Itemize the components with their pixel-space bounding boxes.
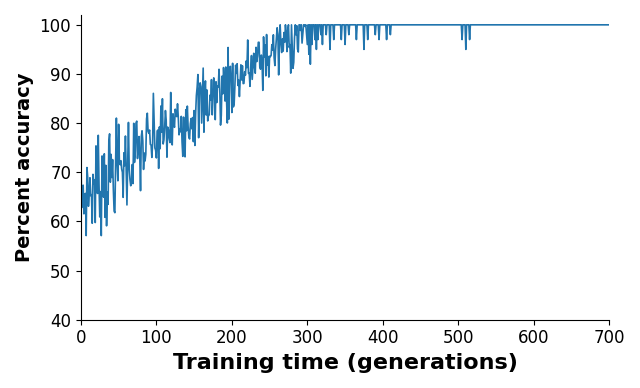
X-axis label: Training time (generations): Training time (generations)	[173, 353, 518, 373]
Y-axis label: Percent accuracy: Percent accuracy	[15, 73, 34, 262]
